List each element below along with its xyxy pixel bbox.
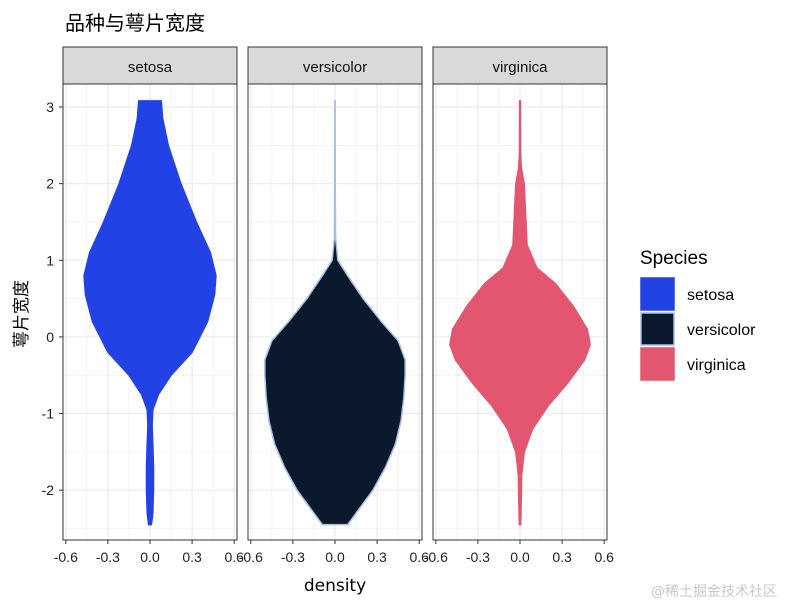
legend-title: Species — [640, 248, 708, 269]
x-tick-label: 0.6 — [594, 549, 614, 565]
legend-key-setosa — [640, 277, 675, 311]
axes-layer: -0.6 -0.3 0.0 0.3 0.6-0.6 -0.3 0.0 0.3 0.6-0.6 -0… — [42, 99, 615, 565]
x-tick-label: 0.3 — [182, 549, 202, 565]
x-tick-label: 0.3 — [367, 549, 387, 565]
x-tick-label: -0.6 — [54, 549, 78, 565]
legend-key-virginica — [640, 347, 675, 381]
violin-versicolor — [264, 100, 406, 526]
x-tick-label: 0.3 — [552, 549, 572, 565]
legend-label-virginica: virginica — [687, 357, 746, 374]
watermark-text: @稀土掘金技术社区 — [651, 584, 777, 600]
strip-layer: setosa versicolor virginica — [62, 46, 608, 85]
x-tick-label: 0.6 — [224, 549, 244, 565]
x-tick-label: -0.3 — [466, 549, 490, 565]
y-tick-label: 3 — [46, 99, 54, 115]
legend-layer: setosa versicolor virginica — [640, 277, 756, 381]
y-axis-title: 萼片宽度 — [12, 280, 32, 348]
strip-versicolor — [247, 46, 423, 85]
y-tick-label: 0 — [46, 329, 54, 345]
x-tick-label: 0.0 — [140, 549, 160, 565]
strip-label: versicolor — [303, 59, 367, 76]
x-axis-title: density — [304, 576, 366, 596]
y-tick-label: 1 — [46, 252, 54, 268]
strip-virginica — [432, 46, 608, 85]
legend-label-versicolor: versicolor — [687, 322, 756, 339]
panel-layer — [62, 83, 608, 541]
strip-label: setosa — [128, 59, 173, 76]
y-tick-label: -1 — [42, 406, 55, 422]
x-tick-label: -0.6 — [239, 549, 263, 565]
y-tick-label: -2 — [42, 482, 55, 498]
x-tick-label: 0.0 — [325, 549, 345, 565]
x-tick-label: 0.6 — [409, 549, 429, 565]
x-tick-label: -0.3 — [96, 549, 120, 565]
x-tick-label: -0.6 — [424, 549, 448, 565]
strip-label: virginica — [492, 59, 548, 76]
chart-title: 品种与萼片宽度 — [65, 11, 205, 35]
x-tick-label: -0.3 — [281, 549, 305, 565]
x-tick-label: 0.0 — [510, 549, 530, 565]
legend-label-setosa: setosa — [687, 287, 734, 304]
violin-virginica — [449, 100, 591, 526]
legend-key-versicolor — [640, 312, 675, 346]
violin-setosa — [83, 100, 217, 526]
strip-setosa — [62, 46, 238, 85]
y-tick-label: 2 — [46, 176, 54, 192]
